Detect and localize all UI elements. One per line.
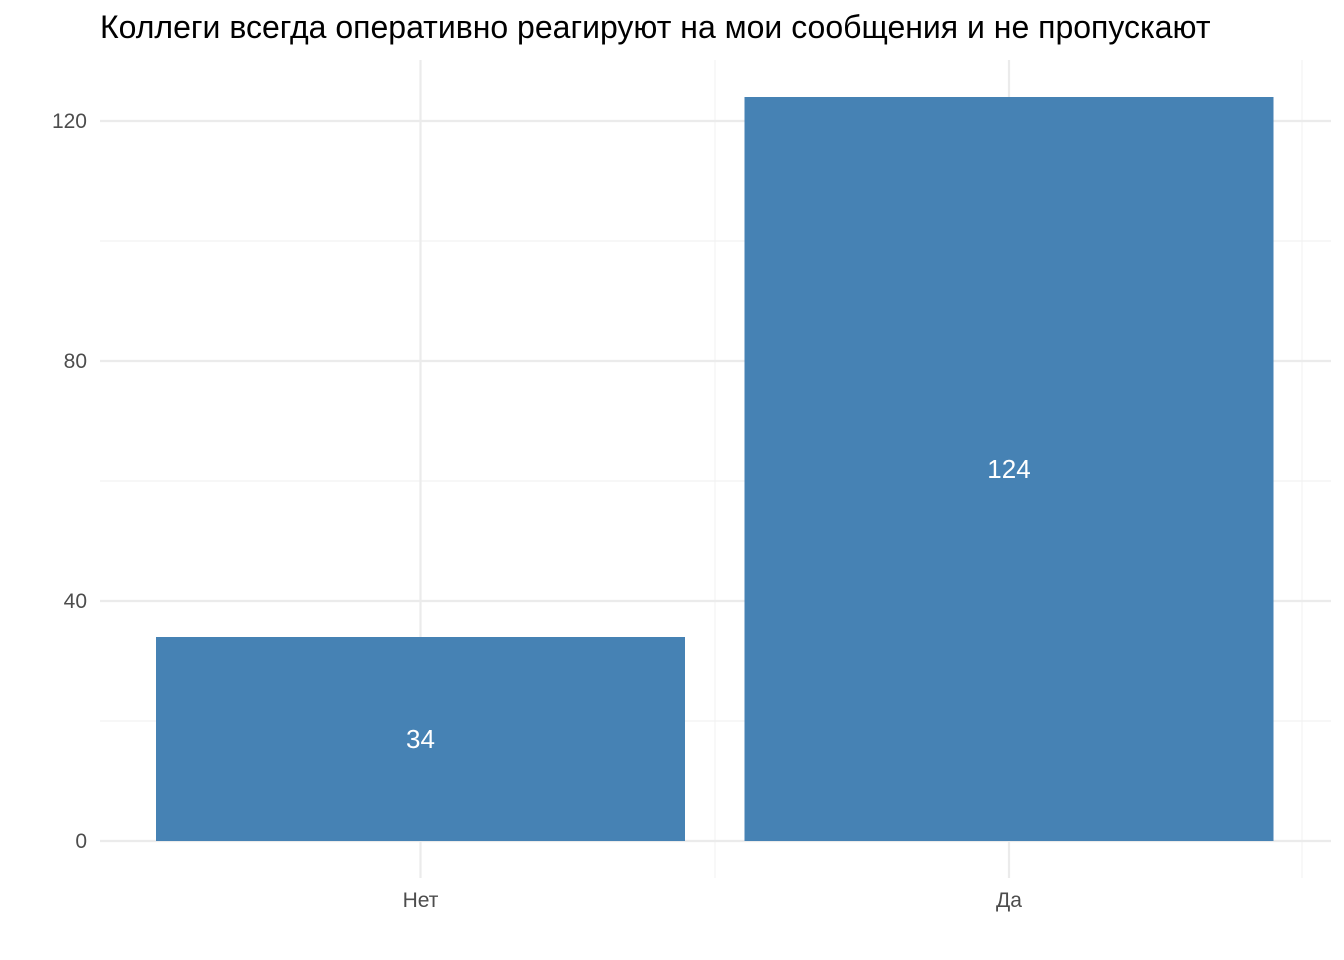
- bar-2: [744, 97, 1274, 841]
- data-labels: 34 124: [406, 454, 1031, 754]
- y-axis: 0 40 80 120: [52, 110, 87, 853]
- x-tick-label: Нет: [403, 889, 439, 912]
- data-label-2: 124: [987, 454, 1030, 484]
- y-tick-label: 80: [64, 350, 87, 373]
- x-tick-label: Да: [996, 889, 1022, 912]
- data-label-1: 34: [406, 724, 435, 754]
- y-tick-label: 40: [64, 590, 87, 613]
- y-tick-label: 120: [52, 110, 87, 133]
- bars: [156, 97, 1274, 841]
- bar-1: [156, 637, 685, 841]
- chart-title: Коллеги всегда оперативно реагируют на м…: [100, 9, 1211, 45]
- y-tick-label: 0: [75, 830, 87, 853]
- x-axis: Нет Да: [403, 889, 1023, 912]
